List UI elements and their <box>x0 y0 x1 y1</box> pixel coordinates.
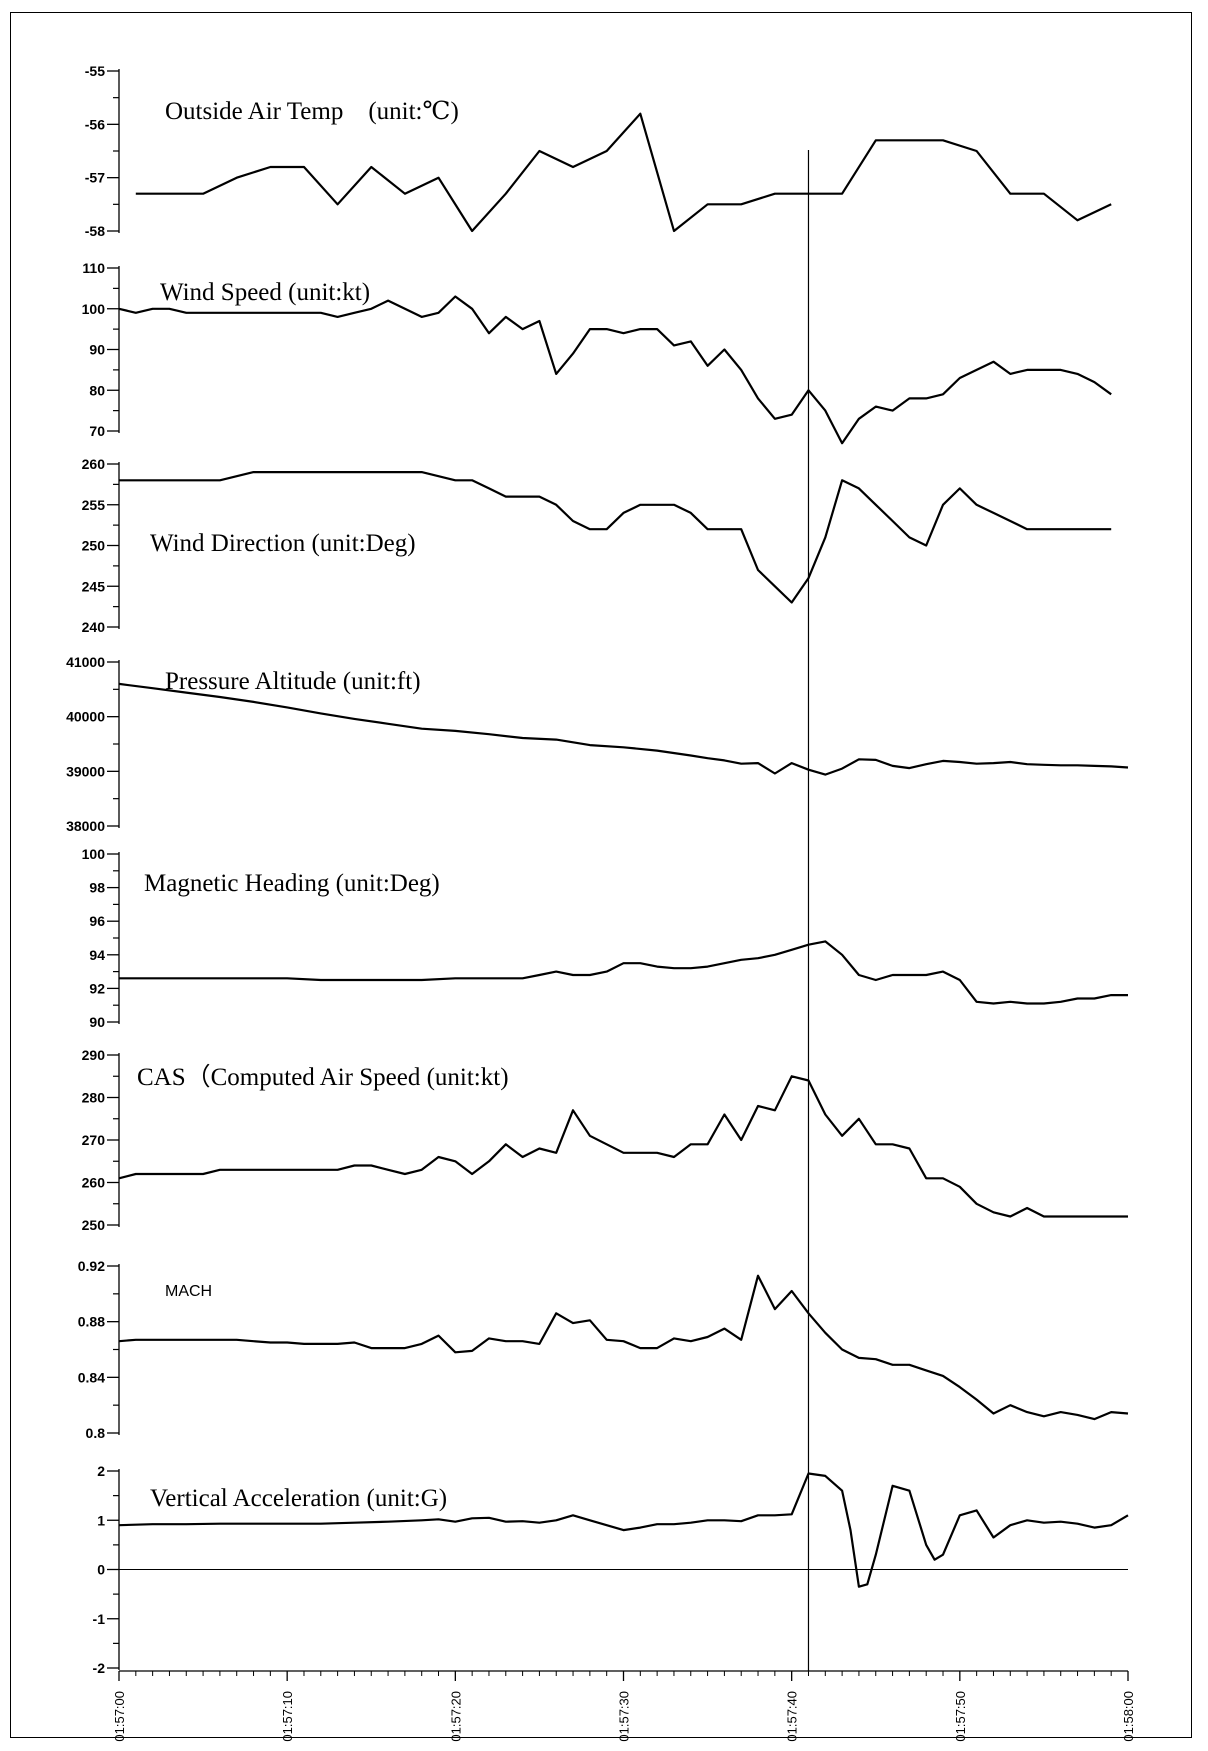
cas-tick-label: 250 <box>82 1217 106 1233</box>
vertical-acceleration-tick-label: 0 <box>97 1562 105 1578</box>
vertical-acceleration-tick-label: 2 <box>97 1463 105 1479</box>
pressure-altitude-tick-label: 38000 <box>66 818 105 834</box>
wind-speed-title: Wind Speed (unit:kt) <box>160 279 370 306</box>
outside-air-temp-tick-label: -58 <box>85 223 105 239</box>
wind-direction-tick-label: 240 <box>82 619 106 635</box>
mach-series-line <box>118 1274 1129 1421</box>
pressure-altitude-panel: 38000 39000 40000 41000 Pressure Altitude (u… <box>66 654 1129 834</box>
outside-air-temp-series-line <box>135 112 1112 233</box>
magnetic-heading-tick-label: 90 <box>89 1014 105 1030</box>
wind-direction-tick-label: 255 <box>82 497 106 513</box>
x-tick-label: 01:57:30 <box>617 1691 632 1742</box>
x-tick-label: 01:58:00 <box>1121 1691 1136 1742</box>
wind-speed-tick-label: 80 <box>89 382 105 398</box>
pressure-altitude-tick-label: 39000 <box>66 763 105 779</box>
x-tick-label: 01:57:10 <box>280 1691 295 1742</box>
cas-series-line <box>118 1075 1128 1218</box>
wind-speed-tick-label: 90 <box>89 342 105 358</box>
outside-air-temp-panel: -58 -57 -56 -55 Outside Air Temp (unit:℃) <box>85 63 1112 239</box>
cas-tick-label: 260 <box>82 1175 106 1191</box>
outside-air-temp-tick-label: -56 <box>85 116 105 132</box>
wind-direction-tick-label: 250 <box>82 538 106 554</box>
x-axis: 01:57:00 01:57:10 01:57:20 01:57:30 01:57:40… <box>112 1670 1136 1742</box>
pressure-altitude-series-line <box>118 682 1129 776</box>
cas-panel: 250 260 270 280 290 CAS（Computed Air Speed (u… <box>82 1047 1128 1233</box>
mach-panel: 0.8 0.84 0.88 0.92 MACH <box>78 1258 1129 1441</box>
magnetic-heading-tick-label: 100 <box>82 846 106 862</box>
wind-direction-tick-label: 245 <box>82 578 106 594</box>
magnetic-heading-title: Magnetic Heading (unit:Deg) <box>144 870 440 897</box>
magnetic-heading-panel: 90 92 94 96 98 100 Magnetic Heading (unit:Deg) <box>82 846 1128 1030</box>
magnetic-heading-tick-label: 94 <box>89 947 105 963</box>
mach-tick-label: 0.8 <box>86 1425 106 1441</box>
outside-air-temp-tick-label: -55 <box>85 63 105 79</box>
magnetic-heading-tick-label: 96 <box>89 913 105 929</box>
magnetic-heading-tick-label: 92 <box>89 980 105 996</box>
x-tick-label: 01:57:20 <box>448 1691 463 1742</box>
cas-title: CAS（Computed Air Speed (unit:kt) <box>137 1063 509 1091</box>
outside-air-temp-title: Outside Air Temp (unit:℃) <box>165 98 459 125</box>
pressure-altitude-tick-label: 40000 <box>66 709 105 725</box>
vertical-acceleration-tick-label: -1 <box>93 1611 106 1627</box>
cas-tick-label: 270 <box>82 1132 106 1148</box>
vertical-acceleration-panel: -2 -1 0 1 2 Vertical Acceleration (unit:G) <box>93 1463 1129 1676</box>
vertical-acceleration-tick-label: -2 <box>93 1660 106 1676</box>
wind-speed-tick-label: 100 <box>82 301 106 317</box>
wind-direction-series-line <box>119 471 1112 604</box>
wind-speed-series-line <box>118 295 1112 445</box>
mach-tick-label: 0.92 <box>78 1258 105 1274</box>
cas-tick-label: 280 <box>82 1090 106 1106</box>
x-tick-label: 01:57:00 <box>112 1691 127 1742</box>
x-tick-label: 01:57:50 <box>953 1691 968 1742</box>
mach-title: MACH <box>165 1283 212 1300</box>
chart-frame <box>10 12 1192 1738</box>
vertical-acceleration-title: Vertical Acceleration (unit:G) <box>150 1485 447 1512</box>
wind-direction-panel: 240 245 250 255 260 Wind Direction (unit:Deg) <box>82 456 1112 635</box>
outside-air-temp-tick-label: -57 <box>85 170 105 186</box>
pressure-altitude-title: Pressure Altitude (unit:ft) <box>165 668 421 695</box>
magnetic-heading-series-line <box>119 940 1128 1005</box>
mach-tick-label: 0.88 <box>78 1314 105 1330</box>
vertical-acceleration-series-line <box>118 1472 1129 1588</box>
pressure-altitude-tick-label: 41000 <box>66 654 105 670</box>
wind-direction-title: Wind Direction (unit:Deg) <box>150 530 416 557</box>
wind-speed-tick-label: 110 <box>82 260 105 276</box>
wind-direction-tick-label: 260 <box>82 456 106 472</box>
mach-tick-label: 0.84 <box>78 1369 105 1385</box>
wind-speed-panel: 70 80 90 100 110 Wind Speed (unit:kt) <box>82 260 1112 445</box>
magnetic-heading-tick-label: 98 <box>89 880 105 896</box>
x-tick-label: 01:57:40 <box>785 1691 800 1742</box>
vertical-acceleration-tick-label: 1 <box>97 1512 105 1528</box>
wind-speed-tick-label: 70 <box>89 423 105 439</box>
cas-tick-label: 290 <box>82 1047 106 1063</box>
